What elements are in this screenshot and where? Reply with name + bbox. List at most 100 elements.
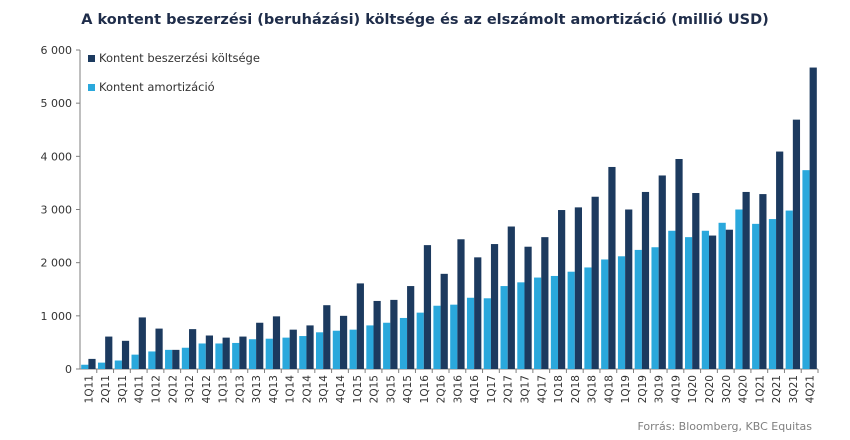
bar-purchase-cost [541, 237, 549, 369]
bar-purchase-cost [524, 246, 532, 369]
x-tick-label: 2Q14 [301, 375, 313, 404]
bar-purchase-cost [390, 299, 398, 369]
bar-amortization [433, 305, 441, 369]
bar-amortization [567, 271, 575, 369]
legend-label: Kontent amortizáció [99, 80, 215, 94]
bar-purchase-cost [356, 283, 364, 369]
bar-purchase-cost [138, 317, 146, 369]
bar-amortization [752, 223, 760, 369]
bar-purchase-cost [222, 337, 230, 369]
bar-purchase-cost [88, 358, 96, 369]
bar-amortization [768, 219, 777, 369]
bar-purchase-cost [792, 119, 801, 369]
bar-amortization [97, 362, 106, 369]
x-tick-label: 3Q12 [184, 375, 196, 403]
y-tick-label: 5 000 [41, 97, 73, 110]
bar-purchase-cost [339, 315, 348, 369]
bar-amortization [668, 230, 676, 369]
x-tick-label: 2Q15 [369, 375, 381, 403]
bar-purchase-cost [440, 273, 448, 369]
bar-amortization [131, 354, 139, 369]
x-tick-label: 4Q14 [335, 375, 347, 404]
bar-amortization [81, 364, 89, 369]
x-tick-label: 2Q12 [167, 375, 179, 403]
bar-purchase-cost [742, 191, 750, 369]
x-tick-label: 1Q11 [83, 375, 95, 403]
y-tick-label: 0 [65, 363, 72, 376]
bar-amortization [316, 332, 324, 369]
bar-amortization [265, 338, 273, 369]
x-tick-label: 1Q15 [352, 375, 364, 403]
x-tick-label: 3Q13 [251, 375, 263, 403]
bar-amortization [148, 351, 156, 369]
bar-purchase-cost [105, 336, 113, 369]
bar-purchase-cost [759, 194, 767, 369]
x-tick-label: 4Q15 [402, 375, 414, 403]
bar-amortization [701, 230, 709, 369]
bar-amortization [114, 360, 122, 369]
bar-purchase-cost [205, 335, 213, 369]
bar-amortization [500, 286, 508, 369]
bar-purchase-cost [423, 245, 432, 369]
bar-purchase-cost [407, 286, 415, 369]
bar-amortization [450, 304, 458, 369]
x-tick-label: 1Q16 [419, 375, 431, 404]
x-tick-label: 1Q13 [218, 375, 230, 403]
bar-amortization [232, 342, 240, 369]
x-tick-label: 4Q19 [670, 375, 682, 403]
bar-amortization [466, 297, 475, 369]
legend-swatch [88, 55, 95, 62]
bar-amortization [735, 209, 743, 369]
axes: 0 1 000 2 000 3 000 4 000 5 000 6 000 1Q11 2Q11 3… [41, 44, 819, 403]
x-tick-label: 2Q16 [436, 375, 448, 404]
bar-purchase-cost [306, 325, 314, 369]
bar-amortization [483, 298, 491, 369]
legend-label: Kontent beszerzési költsége [99, 51, 260, 65]
bar-amortization [181, 347, 190, 369]
x-tick-label: 1Q18 [553, 375, 565, 403]
bar-purchase-cost [189, 329, 197, 369]
bar-purchase-cost [272, 316, 281, 369]
bar-amortization [165, 349, 173, 369]
y-tick-label: 2 000 [41, 257, 73, 270]
bar-amortization [785, 210, 793, 369]
legend: Kontent beszerzési költsége Kontent amort… [88, 51, 260, 94]
x-tick-label: 4Q11 [134, 375, 146, 403]
bar-purchase-cost [809, 67, 817, 370]
bar-amortization [617, 256, 626, 369]
bar-purchase-cost [490, 244, 499, 369]
x-tick-label: 3Q15 [385, 375, 397, 403]
bar-amortization [534, 277, 542, 369]
bar-purchase-cost [239, 336, 247, 369]
x-tick-label: 3Q21 [788, 375, 800, 403]
bar-amortization [651, 247, 659, 369]
y-tick-label: 1 000 [41, 310, 73, 323]
x-tick-label: 2Q21 [771, 375, 783, 403]
chart-title: A kontent beszerzési (beruházási) költsé… [81, 12, 769, 28]
x-tick-label: 2Q17 [503, 375, 515, 403]
bar-purchase-cost [507, 226, 515, 369]
x-tick-label: 1Q19 [620, 375, 632, 403]
bar-amortization [299, 336, 307, 369]
bar-amortization [550, 275, 559, 369]
bar-amortization [366, 325, 374, 369]
bar-amortization [399, 317, 408, 369]
y-tick-label: 6 000 [41, 44, 73, 57]
x-tick-label: 2Q20 [704, 375, 716, 403]
bar-amortization [198, 343, 206, 369]
x-tick-label: 3Q11 [117, 375, 129, 403]
x-tick-label: 1Q12 [150, 375, 162, 403]
y-tick-label: 3 000 [41, 204, 73, 217]
bar-amortization [349, 329, 357, 369]
x-tick-label: 1Q17 [486, 375, 498, 403]
bar-amortization [634, 249, 642, 369]
bar-purchase-cost [625, 209, 633, 369]
x-tick-label: 4Q12 [201, 375, 213, 403]
x-tick-label: 4Q16 [469, 375, 481, 404]
source-note: Forrás: Bloomberg, KBC Equitas [637, 420, 812, 433]
bar-purchase-cost [574, 207, 582, 369]
bar-amortization [584, 267, 592, 369]
bar-purchase-cost [323, 305, 331, 369]
bar-amortization [332, 330, 340, 369]
bar-purchase-cost [373, 300, 381, 369]
